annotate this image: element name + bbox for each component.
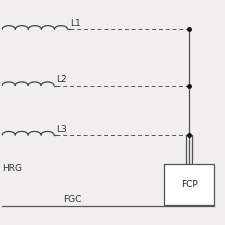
Text: HRG: HRG [2, 164, 22, 173]
Text: FCP: FCP [181, 180, 197, 189]
Text: L2: L2 [56, 75, 67, 84]
Text: L1: L1 [70, 19, 81, 28]
FancyBboxPatch shape [164, 164, 214, 205]
Text: FGC: FGC [63, 195, 81, 204]
Text: L3: L3 [56, 125, 67, 134]
